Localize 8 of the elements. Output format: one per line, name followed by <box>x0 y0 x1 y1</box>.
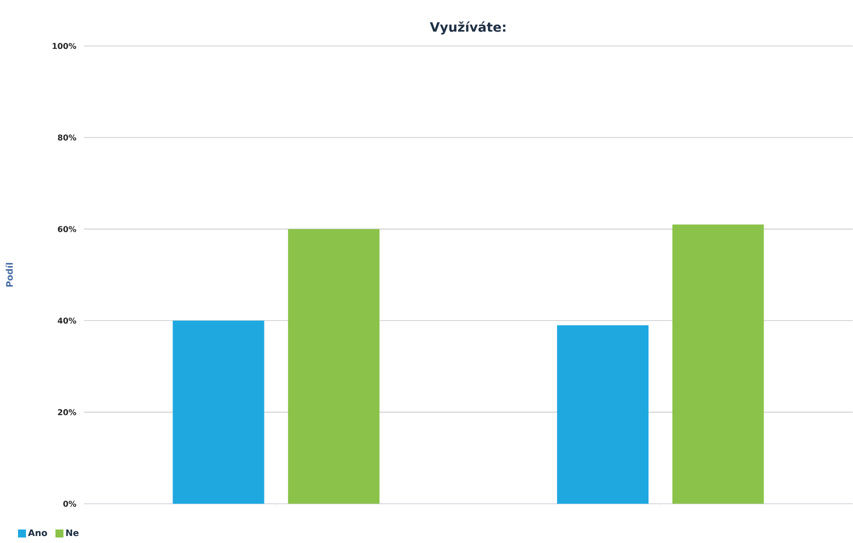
bar <box>672 224 764 504</box>
y-axis-title: Podíl <box>6 263 13 287</box>
bar <box>557 325 649 504</box>
legend-label: Ano <box>28 530 48 536</box>
bar <box>288 229 380 504</box>
bar <box>172 320 264 504</box>
chart-title: Využíváte: <box>430 21 506 35</box>
legend-label: Ne <box>66 530 79 536</box>
